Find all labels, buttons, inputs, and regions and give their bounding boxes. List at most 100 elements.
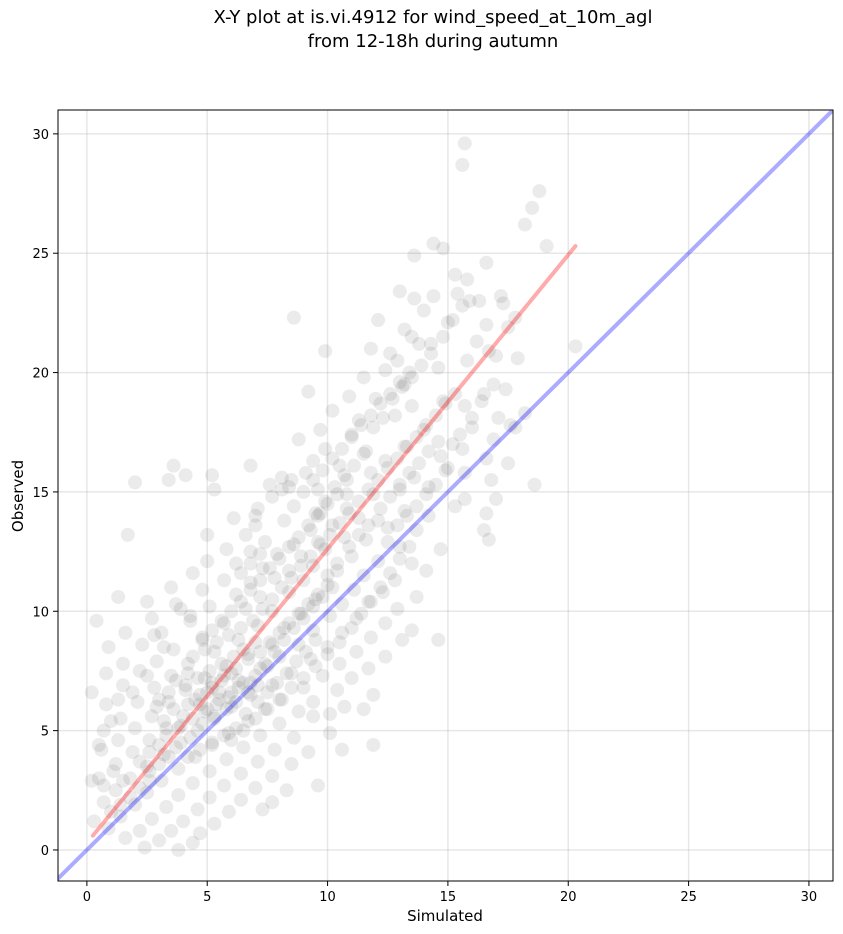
scatter-point [366, 737, 381, 752]
scatter-point [190, 802, 205, 817]
scatter-point [286, 730, 301, 745]
scatter-point [320, 496, 335, 511]
scatter-point [224, 685, 239, 700]
scatter-point [255, 802, 270, 817]
scatter-point [481, 532, 496, 547]
scatter-point [243, 544, 258, 559]
scatter-point [94, 742, 109, 757]
scatter-point [347, 582, 362, 597]
scatter-point [335, 625, 350, 640]
scatter-point [257, 535, 272, 550]
scatter-point [193, 697, 208, 712]
scatter-point [142, 773, 157, 788]
scatter-point [161, 685, 176, 700]
scatter-point [306, 599, 321, 614]
scatter-point [498, 382, 513, 397]
scatter-point [342, 506, 357, 521]
scatter-point [233, 792, 248, 807]
scatter-point [140, 785, 155, 800]
scatter-point [402, 465, 417, 480]
scatter-point [154, 625, 169, 640]
scatter-point [253, 644, 268, 659]
scatter-point [354, 418, 369, 433]
scatter-point [392, 284, 407, 299]
scatter-point [436, 394, 451, 409]
scatter-point [128, 475, 143, 490]
scatter-point [298, 644, 313, 659]
scatter-point [255, 561, 270, 576]
scatter-point [313, 537, 328, 552]
scatter-point [99, 697, 114, 712]
scatter-point [161, 749, 176, 764]
scatter-point [347, 458, 362, 473]
scatter-point [284, 757, 299, 772]
scatter-point [214, 613, 229, 628]
scatter-point [91, 771, 106, 786]
scatter-point [166, 702, 181, 717]
scatter-point [84, 773, 99, 788]
scatter-point [325, 518, 340, 533]
scatter-point [431, 632, 446, 647]
scatter-point [404, 623, 419, 638]
scatter-point [125, 745, 140, 760]
scatter-point [479, 317, 494, 332]
scatter-point [185, 776, 200, 791]
scatter-point [176, 814, 191, 829]
scatter-point [313, 506, 328, 521]
scatter-point [111, 733, 126, 748]
scatter-point [219, 752, 234, 767]
scatter-point [253, 661, 268, 676]
scatter-point [421, 480, 436, 495]
scatter-point [265, 592, 280, 607]
scatter-point [171, 721, 186, 736]
scatter-point [219, 659, 234, 674]
scatter-point [496, 296, 511, 311]
scatter-point [489, 348, 504, 363]
y-axis-label: Observed [9, 460, 27, 532]
scatter-point [356, 446, 371, 461]
scatter-point [135, 637, 150, 652]
scatter-point [173, 718, 188, 733]
scatter-point [318, 441, 333, 456]
scatter-point [436, 329, 451, 344]
scatter-point [164, 823, 179, 838]
scatter-point [197, 671, 212, 686]
scatter-point [202, 790, 217, 805]
scatter-point [431, 434, 446, 449]
scatter-point [152, 692, 167, 707]
scatter-point [284, 666, 299, 681]
grid [58, 110, 833, 881]
scatter-point [464, 410, 479, 425]
scatter-point [344, 427, 359, 442]
scatter-point [113, 809, 128, 824]
scatter-point [195, 630, 210, 645]
scatter-point [322, 609, 337, 624]
scatter-point [238, 601, 253, 616]
scatter-point [118, 625, 133, 640]
scatter-point [313, 422, 328, 437]
x-tick-label: 20 [560, 890, 577, 905]
scatter-point [383, 346, 398, 361]
scatter-point [356, 702, 371, 717]
scatter-point [424, 346, 439, 361]
scatter-point [419, 563, 434, 578]
scatter-point [378, 616, 393, 631]
scatter-point [375, 585, 390, 600]
scatter-point [130, 694, 145, 709]
scatter-point [236, 642, 251, 657]
scatter-point [154, 773, 169, 788]
scatter-point [380, 520, 395, 535]
scatter-point [479, 506, 494, 521]
scatter-point [419, 487, 434, 502]
scatter-point [390, 451, 405, 466]
scatter-point [484, 472, 499, 487]
regression-fit-line [90, 244, 578, 838]
scatter-point [532, 184, 547, 199]
scatter-point [236, 675, 251, 690]
scatter-point [286, 620, 301, 635]
scatter-point [349, 644, 364, 659]
scatter-point [421, 444, 436, 459]
scatter-point [361, 482, 376, 497]
scatter-point [363, 341, 378, 356]
scatter-point [433, 449, 448, 464]
